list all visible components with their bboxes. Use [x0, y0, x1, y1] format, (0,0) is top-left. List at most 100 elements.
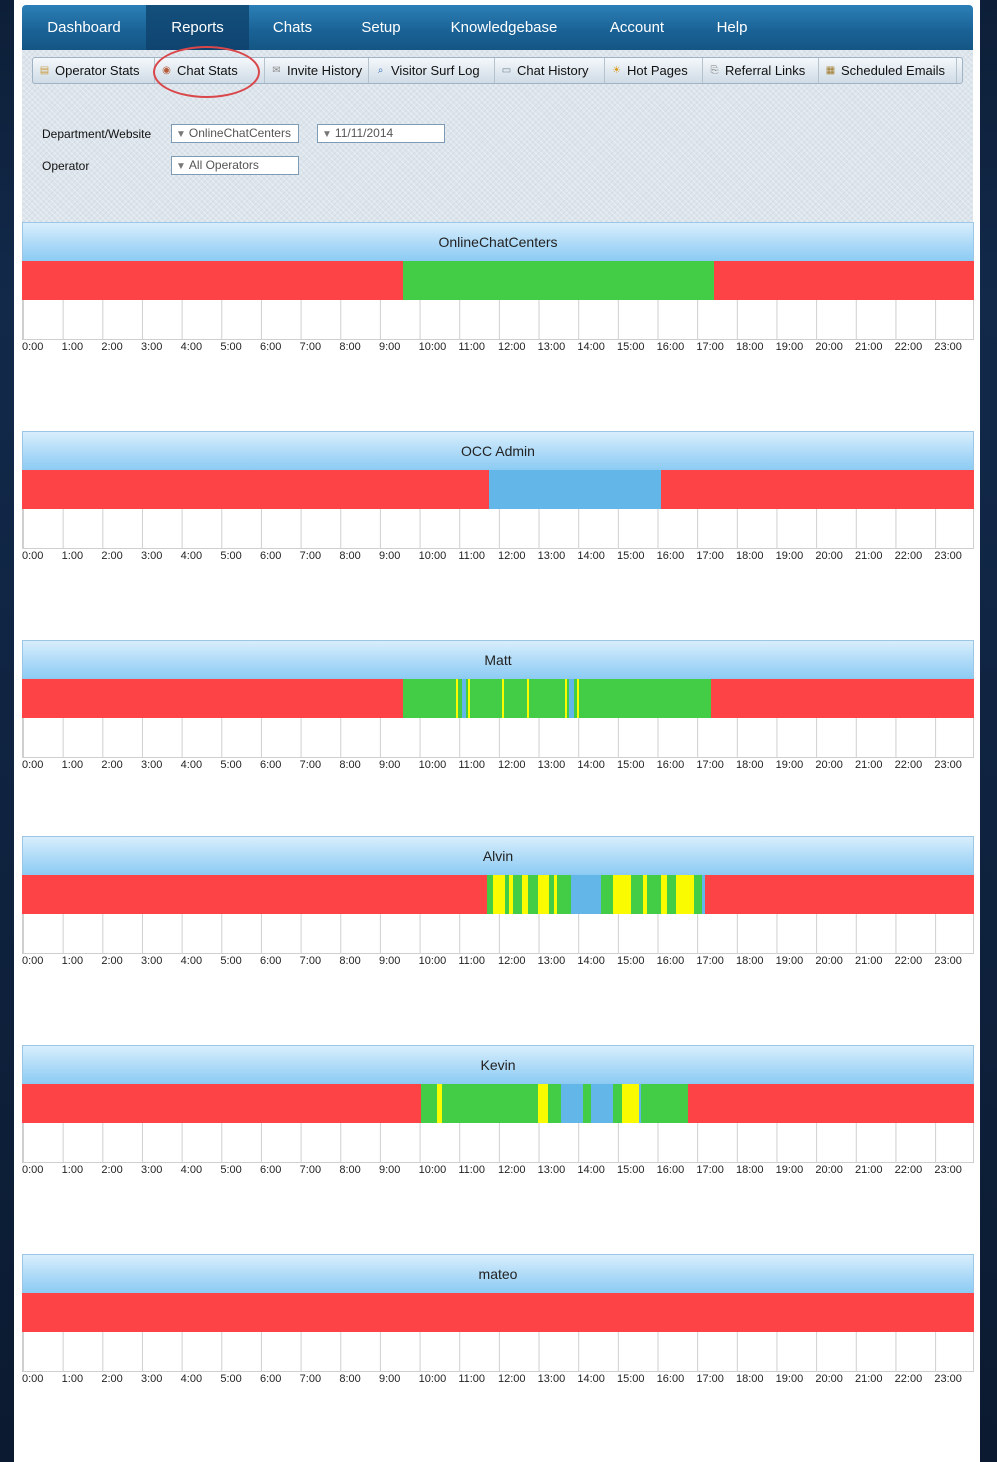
- subnav-visitor-surf-log[interactable]: ⌕ Visitor Surf Log: [369, 58, 495, 83]
- hour-tick-label: 17:00: [696, 341, 724, 353]
- hour-tick-label: 6:00: [260, 759, 282, 771]
- status-segment-chatting: [468, 679, 471, 718]
- hour-tick-label: 2:00: [101, 550, 123, 562]
- status-segment-chatting: [565, 679, 568, 718]
- visitor-surf-log-icon: ⌕: [377, 65, 384, 76]
- hour-tick-label: 13:00: [537, 1164, 566, 1176]
- subnav-label: Referral Links: [725, 63, 806, 78]
- hour-tick-label: 6:00: [260, 341, 282, 353]
- operator-select[interactable]: ▼ All Operators: [171, 156, 299, 175]
- nav-account[interactable]: Account: [609, 19, 665, 36]
- dropdown-arrow-icon: ▼: [176, 161, 186, 172]
- subnav-operator-stats[interactable]: ▤ Operator Stats: [33, 58, 155, 83]
- status-segment-online: [420, 1084, 688, 1123]
- hot-pages-icon: ☀: [612, 65, 621, 76]
- hour-tick-label: 22:00: [894, 1164, 923, 1176]
- status-segment-chatting: [526, 679, 529, 718]
- nav-setup[interactable]: Setup: [361, 19, 401, 36]
- invite-history-icon: ✉: [272, 65, 281, 76]
- hour-tick-label: 11:00: [458, 1164, 486, 1176]
- status-segment-away: [591, 1084, 614, 1123]
- hour-tick-label: 20:00: [815, 550, 843, 562]
- status-segment-chatting: [437, 1084, 443, 1123]
- department-value: OnlineChatCenters: [188, 126, 291, 140]
- hour-grid: [22, 1332, 974, 1372]
- hour-tick-label: 2:00: [101, 759, 123, 771]
- hour-tick-label: 0:00: [22, 759, 44, 771]
- hour-tick-label: 20:00: [815, 955, 843, 967]
- hour-tick-label: 5:00: [220, 759, 242, 771]
- hour-tick-label: 12:00: [498, 1373, 526, 1385]
- department-select[interactable]: ▼ OnlineChatCenters: [171, 124, 299, 143]
- status-segment-away: [638, 1084, 641, 1123]
- hour-tick-label: 0:00: [22, 955, 44, 967]
- hour-tick-label: 21:00: [855, 550, 883, 562]
- hour-tick-label: 23:00: [934, 341, 962, 353]
- hour-tick-label: 1:00: [61, 550, 84, 562]
- hour-tick-label: 10:00: [418, 759, 447, 771]
- hour-tick-label: 22:00: [894, 1373, 923, 1385]
- date-select[interactable]: ▼ 11/11/2014: [317, 124, 445, 143]
- hour-tick-label: 17:00: [696, 550, 724, 562]
- hour-tick-label: 10:00: [418, 550, 447, 562]
- hour-tick-label: 11:00: [458, 550, 486, 562]
- nav-dashboard[interactable]: Dashboard: [47, 19, 121, 36]
- hour-tick-label: 11:00: [458, 1373, 486, 1385]
- hour-tick-label: 4:00: [180, 1164, 203, 1176]
- subnav-scheduled-emails[interactable]: ▦ Scheduled Emails: [819, 58, 957, 83]
- hour-tick-label: 18:00: [736, 1373, 764, 1385]
- nav-reports[interactable]: Reports: [146, 5, 249, 50]
- status-segment-online: [402, 679, 712, 718]
- subnav-label: Operator Stats: [55, 63, 140, 78]
- hour-tick-label: 23:00: [934, 550, 962, 562]
- status-segment-chatting: [537, 1084, 549, 1123]
- status-bar: [22, 1293, 974, 1332]
- hour-tick-label: 1:00: [61, 759, 84, 771]
- hour-tick-label: 9:00: [379, 955, 401, 967]
- status-segment-chatting: [613, 875, 631, 914]
- hour-tick-label: 7:00: [299, 1164, 322, 1176]
- hour-tick-label: 20:00: [815, 759, 843, 771]
- hour-tick-label: 14:00: [577, 759, 605, 771]
- hour-tick-label: 21:00: [855, 1373, 883, 1385]
- filter-panel: ▤ Operator Stats ◉ Chat Stats ✉ Invite Histor…: [22, 50, 973, 223]
- hour-tick-label: 6:00: [260, 955, 282, 967]
- subnav-invite-history[interactable]: ✉ Invite History: [265, 58, 369, 83]
- hour-tick-label: 4:00: [180, 1373, 203, 1385]
- subnav-referral-links[interactable]: ⎘ Referral Links: [703, 58, 819, 83]
- reports-subnav: ▤ Operator Stats ◉ Chat Stats ✉ Invite Histor…: [32, 57, 963, 84]
- hour-tick-label: 19:00: [775, 759, 804, 771]
- department-label: Department/Website: [42, 127, 152, 141]
- hour-tick-label: 15:00: [617, 759, 645, 771]
- hour-tick-label: 7:00: [299, 759, 322, 771]
- status-segment-chatting: [554, 875, 558, 914]
- nav-help[interactable]: Help: [716, 19, 748, 36]
- hour-tick-label: 14:00: [577, 1373, 605, 1385]
- hour-tick-label: 16:00: [656, 955, 685, 967]
- hour-tick-label: 8:00: [339, 550, 361, 562]
- hour-tick-label: 0:00: [22, 1164, 44, 1176]
- timeline-title: OnlineChatCenters: [22, 222, 974, 261]
- hour-grid: [22, 509, 974, 549]
- subnav-hot-pages[interactable]: ☀ Hot Pages: [605, 58, 703, 83]
- hour-tick-label: 5:00: [220, 955, 242, 967]
- subnav-chat-stats[interactable]: ◉ Chat Stats: [155, 58, 265, 83]
- hour-tick-label: 5:00: [220, 341, 242, 353]
- hour-tick-label: 17:00: [696, 759, 724, 771]
- hour-tick-label: 19:00: [775, 1164, 804, 1176]
- hour-tick-label: 18:00: [736, 759, 764, 771]
- status-bar: [22, 470, 974, 509]
- hour-tick-label: 8:00: [339, 1164, 361, 1176]
- hour-tick-label: 6:00: [260, 1373, 282, 1385]
- nav-knowledgebase[interactable]: Knowledgebase: [450, 19, 558, 36]
- referral-links-icon: ⎘: [710, 65, 719, 76]
- hour-tick-label: 16:00: [656, 759, 685, 771]
- hour-tick-label: 21:00: [855, 759, 883, 771]
- hour-tick-label: 10:00: [418, 1164, 447, 1176]
- nav-chats[interactable]: Chats: [272, 19, 313, 36]
- hour-tick-label: 9:00: [379, 759, 401, 771]
- hour-tick-label: 9:00: [379, 1164, 401, 1176]
- subnav-chat-history[interactable]: ▭ Chat History: [495, 58, 605, 83]
- status-segment-chatting: [537, 875, 549, 914]
- hour-tick-label: 5:00: [220, 1373, 242, 1385]
